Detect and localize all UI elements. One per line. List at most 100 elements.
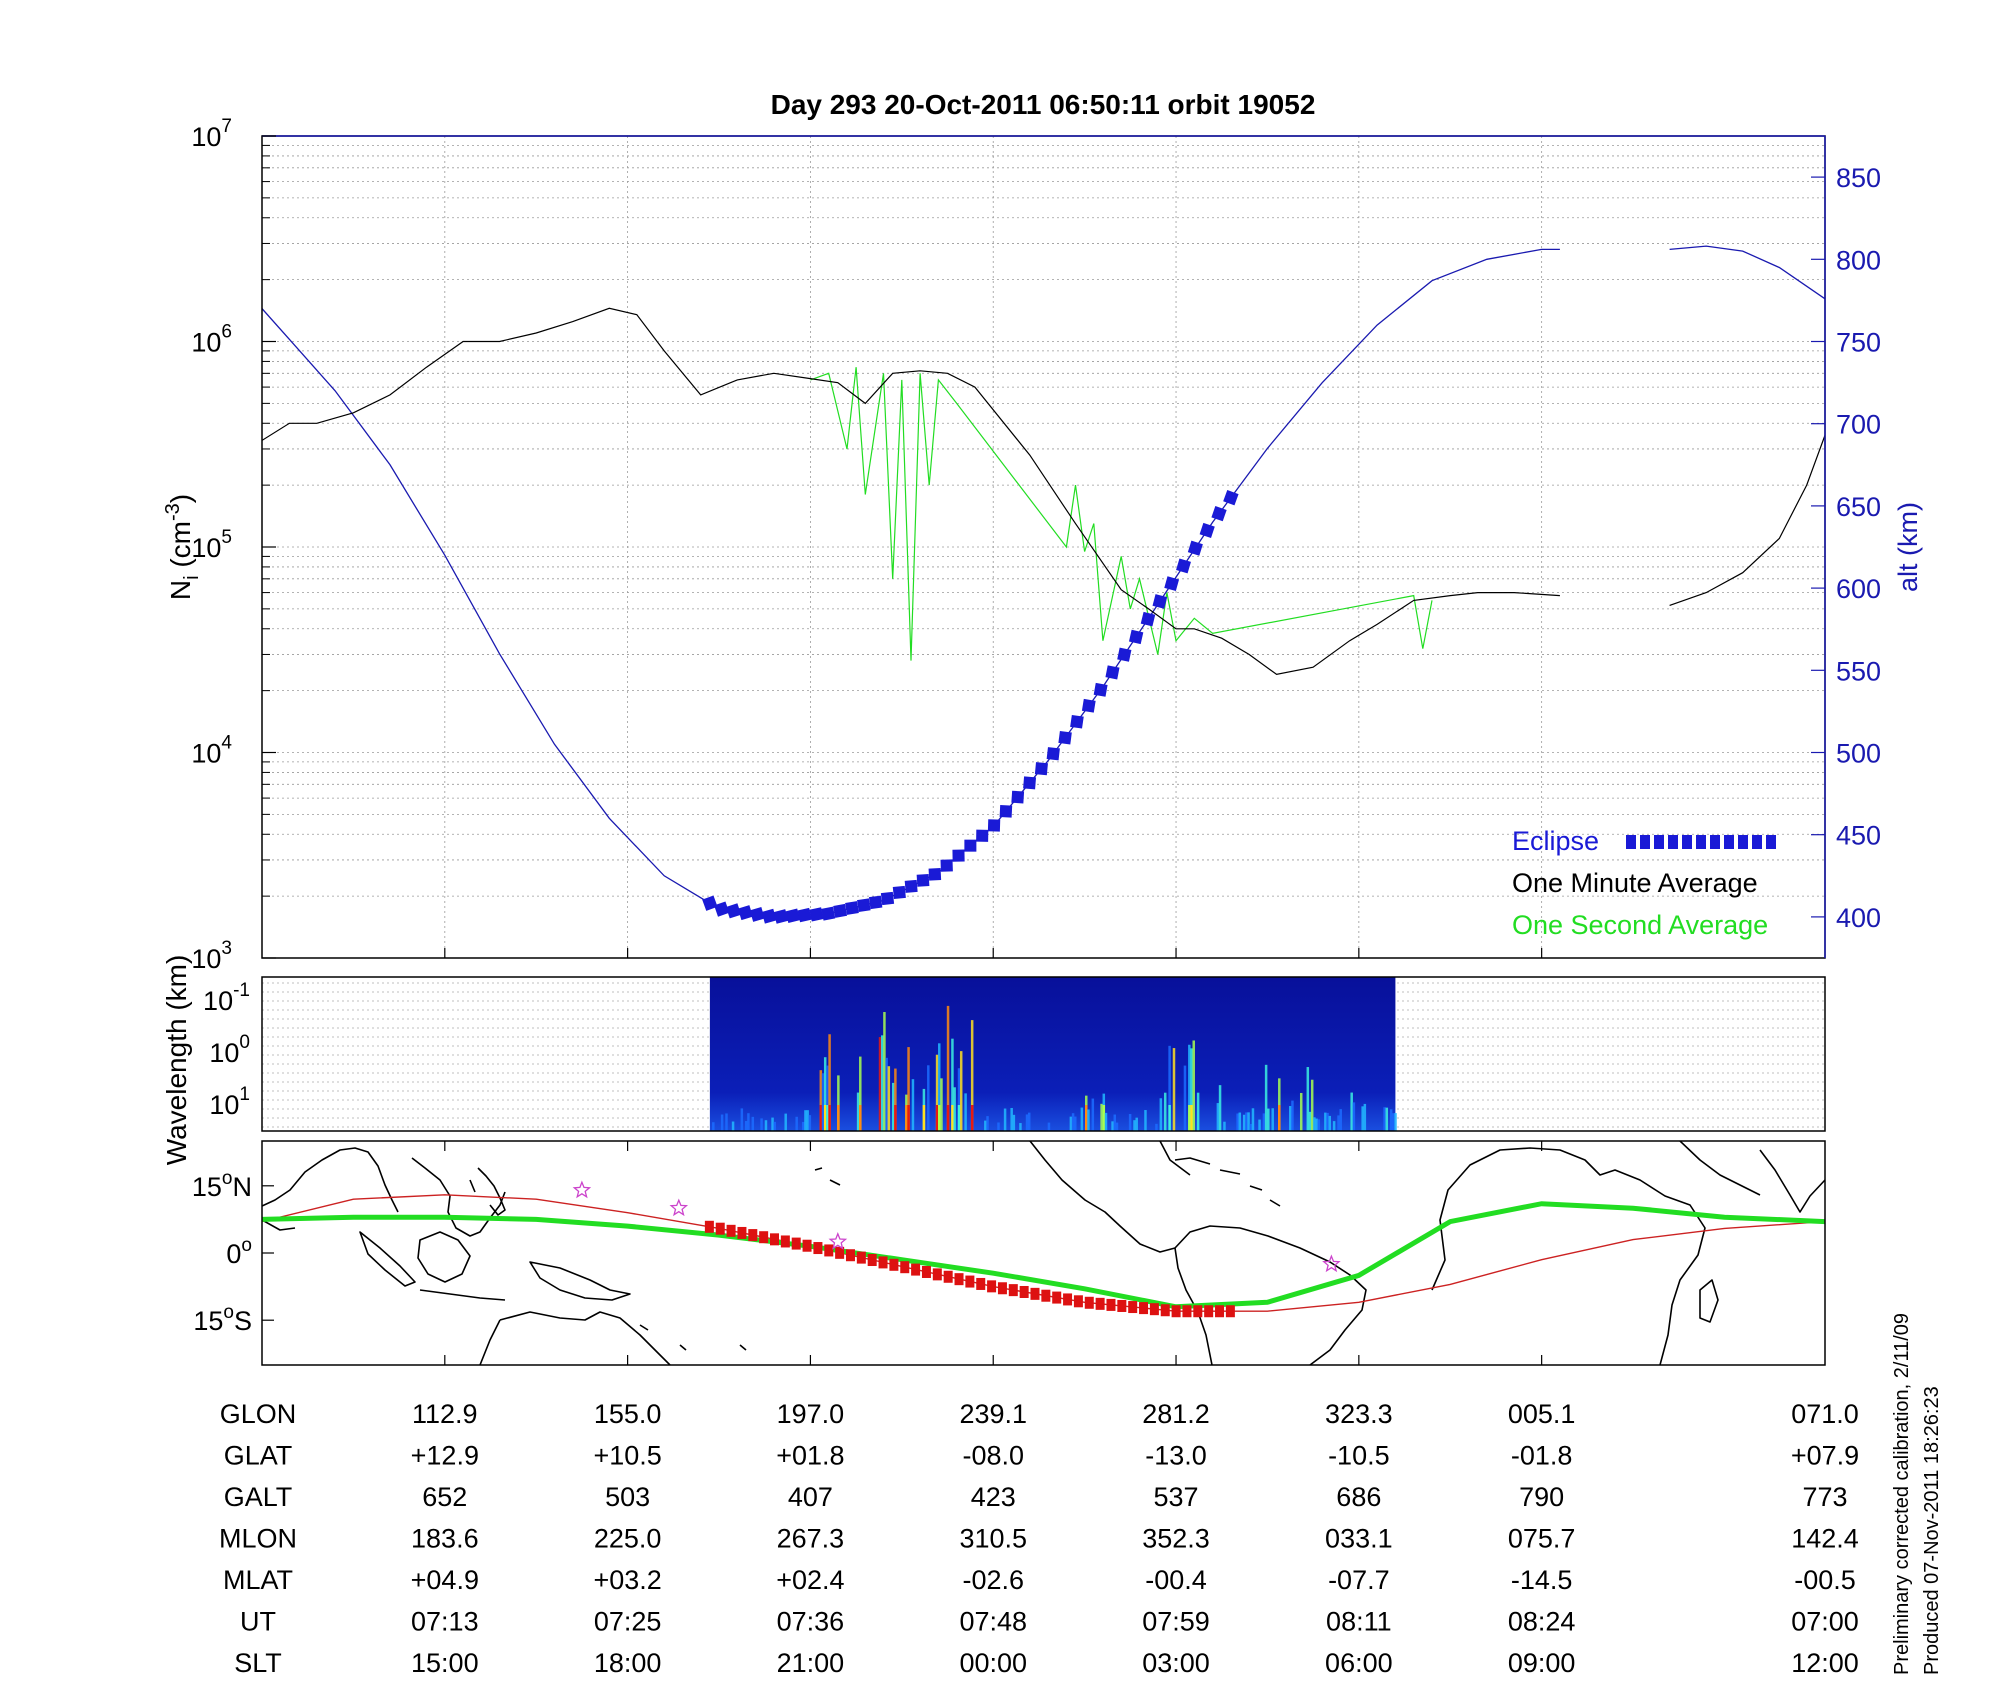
map-eclipse-marker <box>943 1270 953 1283</box>
spectrogram-column <box>1216 1103 1220 1131</box>
spectrogram-hotspot <box>1190 1105 1193 1131</box>
spectrogram-column <box>938 1043 941 1131</box>
table-cell: +02.4 <box>776 1565 844 1595</box>
density-y-tick-label: 106 <box>191 322 232 358</box>
eclipse-marker <box>1034 762 1048 776</box>
map-eclipse-marker <box>1063 1293 1073 1306</box>
eclipse-marker <box>1070 714 1084 729</box>
eclipse-marker <box>964 839 977 852</box>
eclipse-marker <box>892 885 906 899</box>
table-cell: 06:00 <box>1325 1648 1393 1678</box>
eclipse-marker <box>725 903 742 919</box>
spectrogram-column <box>1389 1109 1393 1131</box>
spectrogram-column <box>795 1116 798 1131</box>
spectrogram-column <box>964 1093 967 1131</box>
spectrogram-column <box>1363 1103 1367 1131</box>
table-cell: 790 <box>1519 1482 1564 1512</box>
spectrogram-column <box>1071 1113 1075 1131</box>
legend-eclipse-swatch <box>1626 835 1776 849</box>
table-cell: 503 <box>605 1482 650 1512</box>
map-eclipse-marker <box>911 1263 921 1276</box>
spectrogram-column <box>1172 1048 1176 1131</box>
table-cell: -07.7 <box>1328 1565 1390 1595</box>
map-eclipse-marker <box>1084 1296 1094 1309</box>
map-eclipse-marker <box>932 1268 942 1281</box>
altitude-tick-label: 400 <box>1836 903 1881 933</box>
table-cell: +04.9 <box>411 1565 479 1595</box>
density-one-second-line <box>810 367 1433 661</box>
spectrogram-column <box>1326 1112 1329 1131</box>
spectrogram-column <box>951 1038 954 1131</box>
coast-india <box>1759 1149 1825 1213</box>
eclipse-marker <box>1211 506 1227 522</box>
map-eclipse-marker <box>867 1254 877 1267</box>
spectrogram-column <box>1324 1112 1327 1131</box>
map-eclipse-marker <box>780 1235 790 1248</box>
spectrogram-hotspot <box>1278 1105 1281 1131</box>
eclipse-marker <box>880 891 895 906</box>
map-panel: 15oN 0o 15oS <box>192 1140 1826 1366</box>
coast-newguinea <box>529 1261 631 1301</box>
coast-north-america <box>1029 1141 1191 1253</box>
spectrogram-column <box>1291 1100 1294 1131</box>
spectrogram-column <box>1251 1108 1255 1131</box>
spectrogram-column <box>946 1005 950 1131</box>
table-cell: 197.0 <box>777 1399 845 1429</box>
eclipse-marker <box>749 906 765 922</box>
spectrogram-column <box>935 1054 939 1131</box>
spectrogram-column <box>1236 1113 1239 1131</box>
table-cell: 09:00 <box>1508 1648 1576 1678</box>
spectrogram-column <box>1223 1121 1226 1131</box>
eclipse-marker <box>1093 682 1108 697</box>
spectrogram-column <box>1047 1122 1051 1131</box>
table-cell: 08:24 <box>1508 1607 1576 1637</box>
spectrogram-column <box>1289 1106 1292 1131</box>
eclipse-marker <box>1176 558 1191 574</box>
spectrogram-column <box>1258 1119 1261 1131</box>
spectrogram-column <box>911 1079 915 1131</box>
eclipse-marker <box>809 907 824 922</box>
spectrogram-column <box>1113 1114 1117 1131</box>
spectrogram-column <box>1115 1122 1119 1131</box>
eclipse-marker <box>833 903 848 918</box>
table-cell: +07.9 <box>1791 1441 1859 1471</box>
map-eclipse-marker <box>824 1244 834 1257</box>
table-cell: 352.3 <box>1142 1524 1210 1554</box>
table-cell: 537 <box>1154 1482 1199 1512</box>
conjugate-stars <box>572 1180 1341 1273</box>
legend-eclipse-mark <box>1738 835 1748 849</box>
spectrogram-column <box>878 1037 882 1131</box>
eclipse-marker <box>1046 747 1060 761</box>
spectrogram-column <box>1315 1118 1318 1131</box>
spectrogram-column <box>1247 1112 1250 1131</box>
table-cell: 18:00 <box>594 1648 662 1678</box>
eclipse-marker <box>928 868 942 881</box>
spectrogram-column <box>1135 1117 1138 1131</box>
spectrogram-hotspot <box>1084 1105 1088 1131</box>
eclipse-marker <box>1199 522 1215 539</box>
spectrogram-column <box>826 1065 829 1131</box>
chart-title: Day 293 20-Oct-2011 06:50:11 orbit 19052 <box>771 89 1316 120</box>
spectrogram-column <box>837 1075 840 1131</box>
spectrogram-column <box>1332 1121 1336 1131</box>
eclipse-marker <box>904 879 918 893</box>
legend: Eclipse One Minute Average One Second Av… <box>1512 826 1776 940</box>
spectrogram-y-tick-label: 100 <box>209 1032 250 1068</box>
spectrogram-column <box>1361 1106 1364 1131</box>
coast-south-america <box>1174 1225 1367 1365</box>
spectrogram-column <box>885 1057 888 1131</box>
spectrogram-hotspot <box>823 1105 827 1131</box>
eclipse-marker <box>952 849 965 862</box>
spectrogram-column <box>712 1122 715 1131</box>
map-eclipse-marker <box>921 1265 931 1278</box>
spectrogram-column <box>997 1122 1000 1131</box>
spectrogram-hotspot <box>922 1105 926 1131</box>
spectrogram-column <box>984 1120 987 1131</box>
spectrogram-hotspot <box>859 1105 862 1131</box>
spectrogram-column <box>784 1113 787 1131</box>
spectrogram-hotspot <box>970 1105 974 1131</box>
coast-philippines <box>469 1167 506 1216</box>
table-cell: 155.0 <box>594 1399 662 1429</box>
table-cell: 686 <box>1336 1482 1381 1512</box>
